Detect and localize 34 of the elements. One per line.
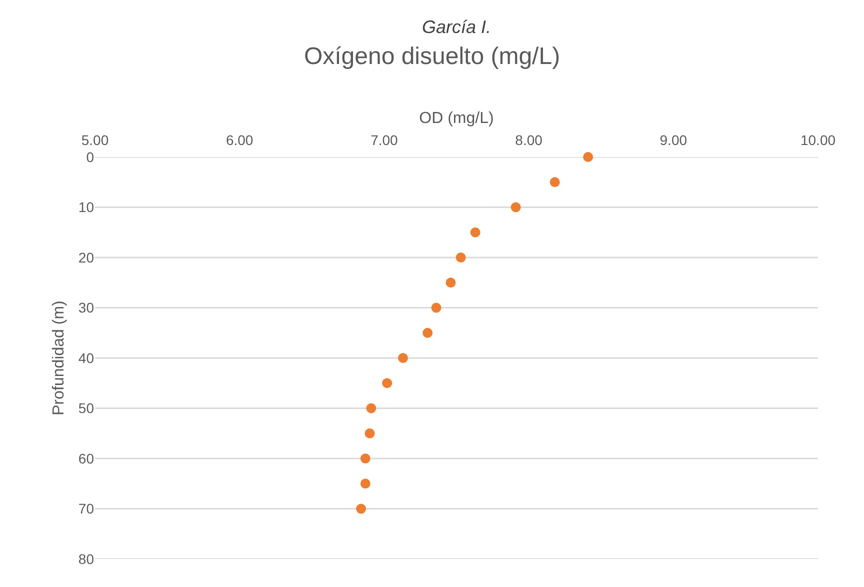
y-axis-title: Profundidad (m)	[50, 300, 68, 416]
point	[583, 152, 594, 162]
y-tick-label: 50	[78, 400, 94, 416]
x-tick-label: 10.00	[800, 132, 836, 148]
y-tick-label: 20	[78, 249, 94, 266]
point	[431, 302, 442, 313]
point	[360, 478, 370, 489]
point	[382, 378, 392, 388]
x-tick-label: 5.00	[81, 132, 109, 148]
x-tick-label: 6.00	[226, 132, 254, 148]
x-tick-label: 9.00	[660, 132, 688, 148]
point	[446, 278, 456, 288]
point	[510, 202, 521, 212]
point	[364, 428, 375, 438]
y-tick-label: 60	[78, 450, 94, 466]
point	[360, 454, 370, 464]
y-tick-label: 30	[78, 300, 94, 316]
chart-title: Oxígeno disuelto (mg/L)	[304, 43, 560, 70]
x-axis-title: OD (mg/L)	[419, 110, 494, 128]
y-tick-label: 0	[86, 148, 94, 165]
x-tick-label: 8.00	[515, 132, 543, 148]
x-tick-label: 7.00	[370, 132, 398, 148]
point	[470, 227, 480, 238]
point	[356, 504, 366, 514]
point	[422, 328, 433, 338]
y-tick-label: 80	[78, 550, 94, 567]
point	[456, 252, 466, 262]
y-tick-label: 40	[78, 350, 94, 366]
y-tick-label: 10	[78, 199, 94, 216]
text: García I.	[422, 17, 492, 37]
point	[398, 353, 408, 363]
point	[550, 177, 560, 188]
point	[366, 403, 376, 414]
y-tick-label: 70	[78, 500, 94, 517]
